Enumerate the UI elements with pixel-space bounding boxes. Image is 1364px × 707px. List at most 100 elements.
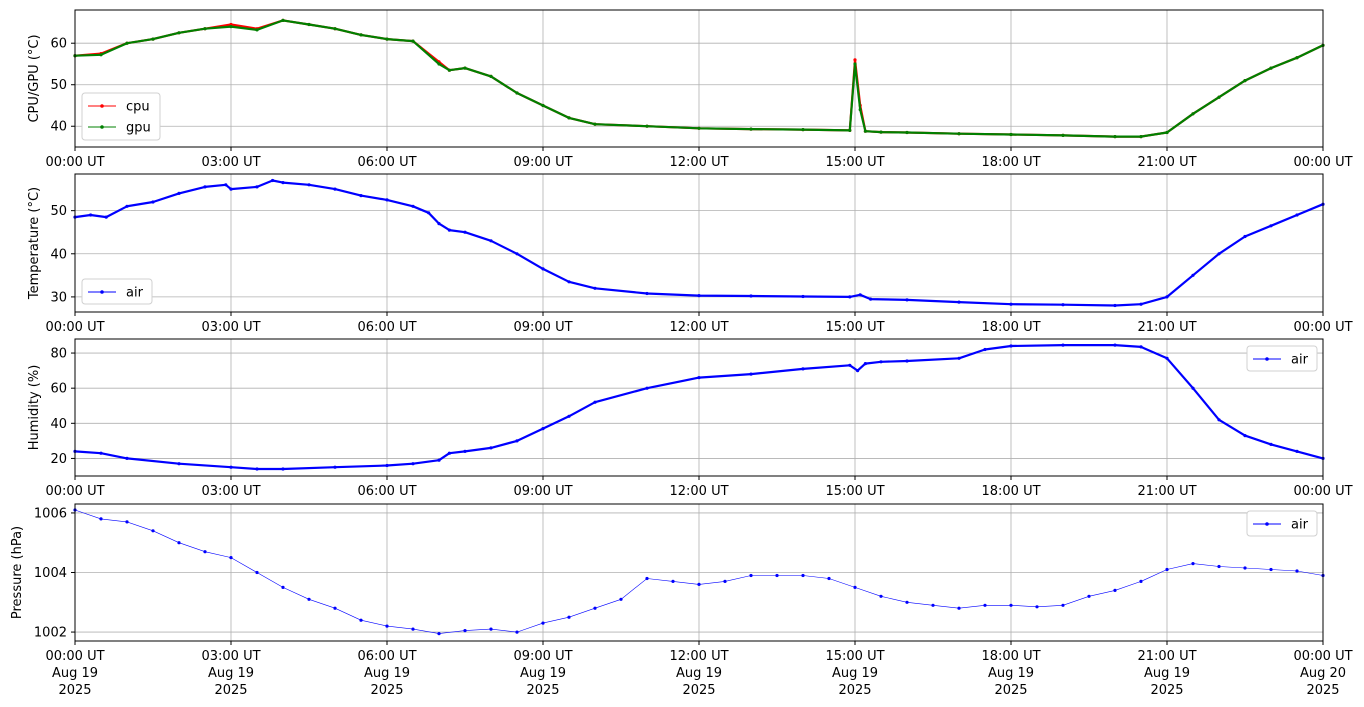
data-point <box>281 467 285 471</box>
data-point <box>1061 603 1065 607</box>
data-point <box>463 230 467 234</box>
data-point <box>463 66 467 70</box>
data-point <box>697 294 701 298</box>
data-point <box>125 520 129 524</box>
legend-label: air <box>1291 353 1309 368</box>
x-tick-label: 09:00 UT <box>513 320 572 335</box>
data-point <box>104 215 108 219</box>
data-point <box>255 28 259 32</box>
data-point <box>1191 562 1195 566</box>
data-point <box>671 579 675 584</box>
data-point <box>99 517 103 521</box>
data-point <box>437 632 441 636</box>
data-point <box>957 606 961 610</box>
data-point <box>229 556 233 560</box>
data-point <box>645 386 649 390</box>
data-point <box>1191 386 1195 390</box>
x-tick-label: 15:00 UT Aug 19 2025 <box>825 649 884 698</box>
data-point <box>1295 449 1299 453</box>
x-tick-label: 09:00 UT Aug 19 2025 <box>513 649 572 698</box>
data-point <box>1217 252 1221 256</box>
data-point <box>385 37 389 41</box>
data-point <box>1113 303 1117 308</box>
data-point <box>1217 564 1221 569</box>
panel-4: 1002 1004 1006 00:00 UT Aug 19 2025 03:00 UT Au… <box>10 503 1353 698</box>
data-point <box>224 183 228 187</box>
data-point <box>749 573 753 578</box>
series-air <box>73 508 1325 636</box>
legend-box <box>1246 510 1318 537</box>
x-tick-label: 12:00 UT <box>669 484 728 499</box>
data-point <box>271 178 275 183</box>
data-point <box>307 183 311 187</box>
data-point <box>515 630 519 634</box>
data-point <box>1113 588 1117 593</box>
data-point <box>463 629 467 633</box>
data-point <box>151 200 155 204</box>
data-point <box>541 427 545 431</box>
data-point <box>1165 130 1169 135</box>
x-tick-label: 12:00 UT <box>669 320 728 335</box>
data-point <box>1061 303 1065 307</box>
data-point <box>983 347 987 352</box>
data-point <box>853 585 857 590</box>
y-tick-label: 1002 <box>34 626 67 641</box>
data-point <box>645 291 649 296</box>
series-air <box>73 178 1325 308</box>
data-point <box>801 128 805 132</box>
y-tick-label: 60 <box>50 37 67 52</box>
data-point <box>229 465 233 469</box>
y-axis-label: CPU/GPU (°C) <box>27 34 42 122</box>
data-point <box>1113 135 1117 139</box>
data-point <box>541 621 545 625</box>
data-point <box>359 618 363 622</box>
data-point <box>333 187 337 191</box>
legend: air <box>1246 345 1318 372</box>
data-point <box>593 606 597 610</box>
data-point <box>645 576 649 581</box>
data-point <box>515 439 519 443</box>
y-axis-label: Temperature (°C) <box>27 187 42 300</box>
legend-box <box>1246 345 1318 372</box>
data-point <box>593 286 597 290</box>
data-point <box>863 129 868 133</box>
data-point <box>697 582 701 587</box>
x-tick-label: 00:00 UT <box>1293 484 1352 499</box>
x-tick-label: 03:00 UT <box>201 155 260 170</box>
data-point <box>447 68 451 72</box>
data-point <box>411 627 415 631</box>
x-tick-label: 06:00 UT <box>357 484 416 499</box>
data-point <box>619 597 623 601</box>
x-tick-label: 18:00 UT <box>981 155 1040 170</box>
data-point <box>1295 56 1299 60</box>
data-point <box>827 576 831 581</box>
data-point <box>125 204 129 208</box>
data-point <box>697 376 701 380</box>
data-point <box>177 191 181 195</box>
data-point <box>858 293 862 297</box>
legend-label: cpu <box>126 100 150 115</box>
data-point <box>447 451 451 455</box>
data-point <box>1061 343 1065 347</box>
data-point <box>437 458 441 462</box>
data-point <box>1165 295 1169 299</box>
x-tick-label: 15:00 UT <box>825 320 884 335</box>
data-point <box>125 456 129 460</box>
y-tick-label: 50 <box>50 204 67 219</box>
x-tick-label: 21:00 UT <box>1137 155 1196 170</box>
data-point <box>1087 594 1091 598</box>
data-point <box>541 267 545 271</box>
x-tick-label: 12:00 UT Aug 19 2025 <box>669 649 728 698</box>
data-point <box>385 198 389 202</box>
data-point <box>645 124 649 128</box>
data-point <box>567 116 571 120</box>
data-point <box>879 594 883 598</box>
data-point <box>411 39 415 43</box>
data-point <box>463 449 467 453</box>
data-point <box>983 603 987 607</box>
x-tick-label: 00:00 UT <box>45 155 104 170</box>
x-tick-label: 03:00 UT Aug 19 2025 <box>201 649 260 698</box>
data-point <box>411 204 415 208</box>
data-point <box>411 462 415 466</box>
